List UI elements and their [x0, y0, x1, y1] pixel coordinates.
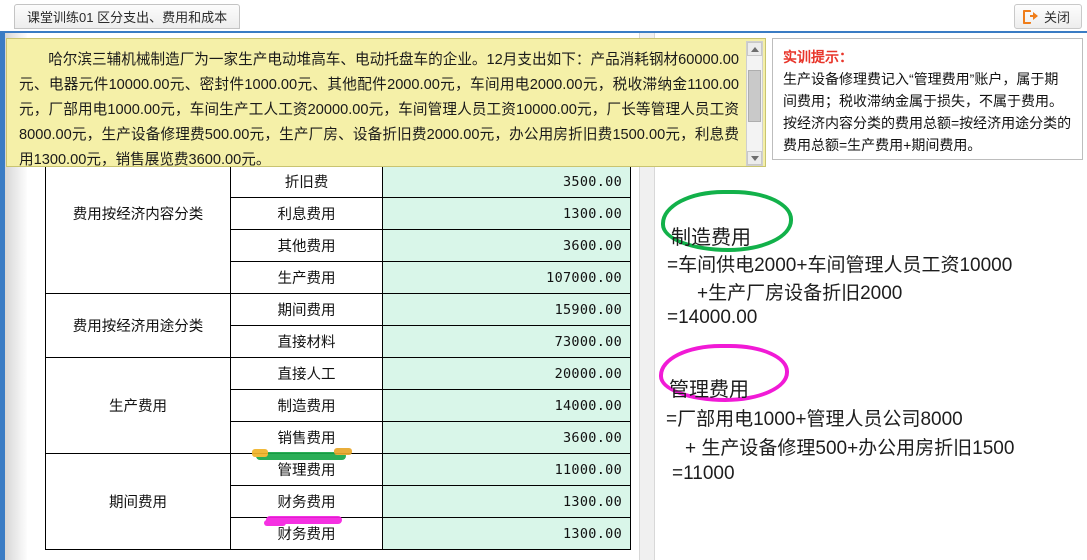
hint-body: 生产设备修理费记入“管理费用”账户，属于期间费用；税收滞纳金属于损失，不属于费用…	[783, 71, 1072, 153]
item-cell: 利息费用	[230, 197, 383, 230]
manufacturing-line-1: =车间供电2000+车间管理人员工资10000	[667, 255, 1013, 276]
value-cell[interactable]: 3600.00	[382, 229, 631, 262]
group-cell: 期间费用	[45, 453, 231, 550]
value-cell[interactable]: 11000.00	[382, 453, 631, 486]
value-cell[interactable]: 1300.00	[382, 517, 631, 550]
table-row[interactable]: 生产费用 107000.00	[46, 261, 631, 294]
table-row[interactable]: 销售费用 3600.00	[46, 421, 631, 454]
value-cell[interactable]: 1300.00	[382, 197, 631, 230]
tab-training-01[interactable]: 课堂训练01 区分支出、费用和成本	[14, 4, 241, 29]
item-cell-admin: 财务费用	[230, 485, 383, 518]
item-cell: 折旧费	[230, 165, 383, 198]
item-cell: 直接材料	[230, 325, 383, 358]
scrollbar-thumb[interactable]	[748, 70, 761, 122]
cost-table-wrapper: 费用按经济内容分类 修理费 500.00 折旧费 3500.00 利息费用 13…	[45, 133, 631, 550]
table-row[interactable]: 制造费用 14000.00	[46, 389, 631, 422]
scroll-down-arrow-icon[interactable]	[747, 151, 762, 165]
item-cell: 财务费用	[230, 517, 383, 550]
cost-classification-table: 费用按经济内容分类 修理费 500.00 折旧费 3500.00 利息费用 13…	[45, 133, 631, 550]
close-button[interactable]: 关闭	[1013, 4, 1082, 29]
value-cell[interactable]: 1300.00	[382, 485, 631, 518]
scenario-text-box: 哈尔滨三辅机械制造厂为一家生产电动堆高车、电动托盘车的企业。12月支出如下：产品…	[6, 38, 766, 167]
table-row[interactable]: 利息费用 1300.00	[46, 197, 631, 230]
value-cell[interactable]: 73000.00	[382, 325, 631, 358]
pink-highlight-stroke	[264, 516, 342, 526]
table-row[interactable]: 费用按经济用途分类 期间费用 15900.00	[45, 293, 631, 358]
value-cell[interactable]: 20000.00	[382, 357, 631, 390]
table-body: 费用按经济内容分类 修理费 500.00 折旧费 3500.00 利息费用 13…	[45, 133, 631, 550]
close-button-label: 关闭	[1043, 10, 1070, 25]
item-cell: 期间费用	[230, 293, 383, 326]
item-cell: 制造费用	[230, 389, 383, 422]
value-cell[interactable]: 107000.00	[382, 261, 631, 294]
green-highlight-stroke	[252, 448, 352, 460]
exit-icon	[1022, 9, 1038, 24]
tab-label: 课堂训练01 区分支出、费用和成本	[27, 10, 228, 25]
admin-heading: 管理费用	[669, 379, 749, 401]
admin-circle-annotation	[659, 344, 789, 402]
table-row[interactable]: 期间费用 管理费用 11000.00	[45, 453, 631, 550]
table-row[interactable]: 直接材料 73000.00	[46, 325, 631, 358]
value-cell[interactable]: 15900.00	[382, 293, 631, 326]
hint-box: 实训提示： 生产设备修理费记入“管理费用”账户，属于期间费用；税收滞纳金属于损失…	[772, 38, 1083, 160]
table-row[interactable]: 生产费用 直接人工 20000.00	[45, 357, 631, 454]
value-cell[interactable]: 14000.00	[382, 389, 631, 422]
scenario-paragraph: 哈尔滨三辅机械制造厂为一家生产电动堆高车、电动托盘车的企业。12月支出如下：产品…	[19, 52, 739, 167]
hint-title: 实训提示：	[783, 49, 853, 65]
admin-line-2: + 生产设备修理500+办公用房折旧1500	[685, 438, 1015, 459]
admin-line-1: =厂部用电1000+管理人员公司8000	[666, 409, 963, 430]
table-row[interactable]: 其他费用 3600.00	[46, 229, 631, 262]
value-cell[interactable]: 3600.00	[382, 421, 631, 454]
left-accent-rail	[0, 0, 5, 560]
table-row[interactable]: 财务费用 1300.00	[46, 517, 631, 550]
item-cell: 生产费用	[230, 261, 383, 294]
manufacturing-heading: 制造费用	[671, 227, 751, 249]
manufacturing-total: =14000.00	[667, 307, 758, 328]
manufacturing-line-2: +生产厂房设备折旧2000	[697, 283, 903, 304]
item-cell: 直接人工	[230, 357, 383, 390]
scenario-scrollbar[interactable]	[746, 41, 763, 166]
admin-total: =11000	[672, 463, 735, 484]
item-cell: 其他费用	[230, 229, 383, 262]
table-row[interactable]: 财务费用 1300.00	[46, 485, 631, 518]
value-cell[interactable]: 3500.00	[382, 165, 631, 198]
group-cell: 生产费用	[45, 357, 231, 454]
tab-bar: 课堂训练01 区分支出、费用和成本 关闭	[0, 0, 1087, 33]
scroll-up-arrow-icon[interactable]	[747, 42, 762, 56]
manufacturing-circle-annotation	[661, 190, 793, 252]
group-cell: 费用按经济用途分类	[45, 293, 231, 358]
